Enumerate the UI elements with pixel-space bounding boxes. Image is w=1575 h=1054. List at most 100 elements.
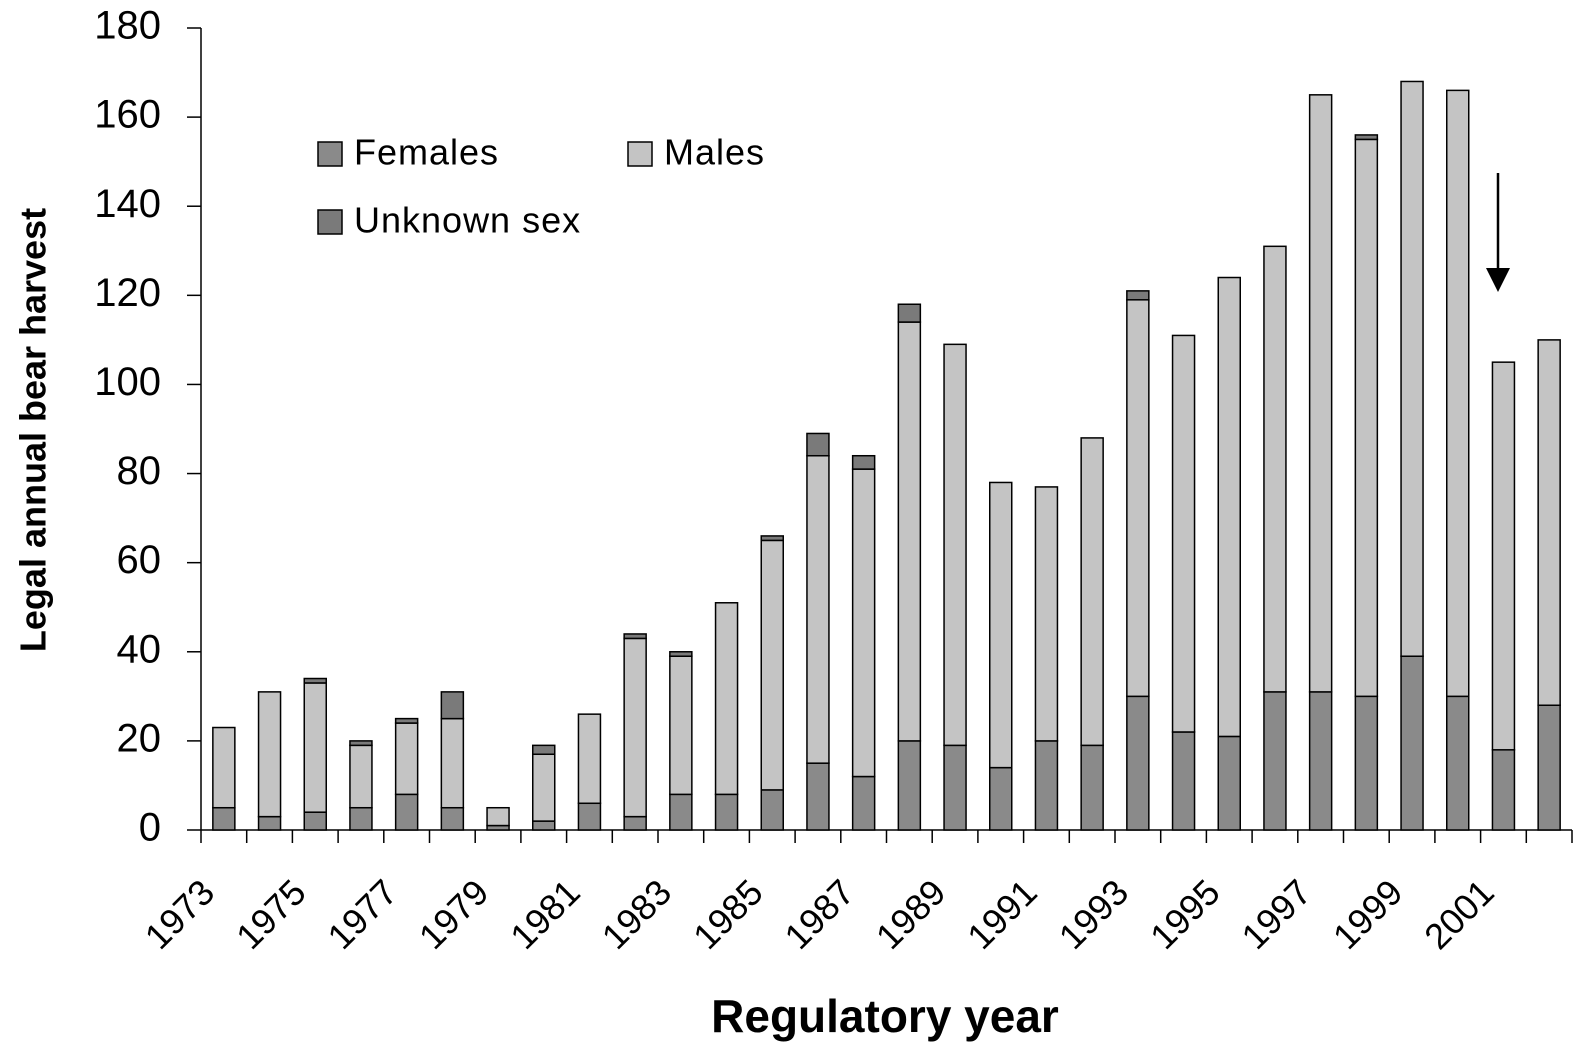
y-tick-label: 160 — [94, 93, 161, 137]
bar-segment — [1126, 290, 1150, 301]
bar-segment — [1537, 704, 1561, 831]
bar-segment — [212, 726, 236, 809]
legend-label: Males — [664, 132, 765, 173]
y-tick-label: 100 — [94, 360, 161, 404]
bar-segment — [1171, 731, 1196, 831]
bar-segment — [669, 655, 693, 796]
bar-segment — [1354, 134, 1379, 141]
bar-segment — [1080, 437, 1104, 747]
bar-segment — [532, 744, 556, 756]
bar-segment — [760, 539, 784, 791]
bar-segment — [303, 677, 327, 684]
bar-segment — [943, 343, 967, 747]
bar-segment — [1263, 245, 1287, 693]
x-tick-label: 1991 — [959, 871, 1045, 957]
legend-label: Unknown sex — [354, 200, 581, 241]
bar-segment — [943, 744, 967, 831]
bar-segment — [1080, 744, 1104, 831]
bar-segment — [1537, 339, 1561, 706]
bar-segment — [1491, 749, 1516, 831]
bar-segment — [394, 717, 419, 724]
bar-segment — [1354, 138, 1379, 698]
x-tick-label: 1981 — [502, 871, 588, 957]
legend-swatch — [317, 141, 343, 167]
bar-segment — [303, 811, 327, 831]
bar-segment — [394, 793, 419, 831]
bar-segment — [806, 762, 830, 831]
x-tick-label: 1975 — [228, 871, 314, 957]
bar-segment — [212, 806, 236, 831]
bar-segment — [851, 454, 876, 470]
bar-segment — [714, 793, 739, 831]
legend-swatch — [317, 209, 343, 235]
bar-segment — [1126, 695, 1150, 831]
bar-segment — [440, 717, 465, 809]
x-tick-label: 1983 — [594, 871, 680, 957]
x-tick-label: 1995 — [1142, 871, 1228, 957]
bar-segment — [1446, 89, 1470, 698]
x-tick-label: 1993 — [1051, 871, 1137, 957]
bar-segment — [257, 815, 282, 831]
bar-segment — [532, 753, 556, 822]
bar-segment — [577, 713, 602, 805]
legend-swatch — [627, 141, 653, 167]
bar-segment — [1126, 299, 1150, 698]
legend-label: Females — [354, 132, 499, 173]
bar-segment — [623, 815, 647, 831]
x-tick-label: 1973 — [137, 871, 223, 957]
y-tick-label: 20 — [117, 716, 162, 760]
bar-segment — [851, 775, 876, 831]
y-tick-label: 60 — [117, 538, 162, 582]
arrow — [1486, 173, 1510, 292]
y-tick-label: 140 — [94, 182, 161, 226]
bar-segment — [760, 535, 784, 542]
bar-segment — [1308, 691, 1333, 831]
x-axis-title: Regulatory year — [711, 990, 1059, 1042]
bar-segment — [440, 691, 465, 720]
bar-segment — [1034, 486, 1059, 742]
bar-segment — [303, 682, 327, 813]
y-tick-label: 40 — [117, 627, 162, 671]
bar-segment — [806, 454, 830, 764]
bar-segment — [1217, 735, 1241, 831]
y-tick-label: 0 — [139, 806, 161, 850]
bar-segment — [897, 740, 922, 831]
bar-segment — [897, 321, 922, 742]
x-tick-label: 2001 — [1416, 871, 1502, 957]
bar-segment — [669, 793, 693, 831]
y-tick-label: 80 — [117, 449, 162, 493]
bar-segment — [1446, 695, 1470, 831]
bar-segment — [1034, 740, 1059, 831]
bar-segment — [714, 602, 739, 796]
y-tick-label: 120 — [94, 271, 161, 315]
x-tick-label: 1977 — [319, 871, 405, 957]
bar-segment — [669, 651, 693, 657]
bar-segment — [989, 481, 1013, 769]
bar-segment — [577, 802, 602, 831]
bar-segment — [486, 806, 510, 827]
x-tick-label: 1997 — [1233, 871, 1319, 957]
bar-segment — [851, 468, 876, 778]
bar-segment — [1308, 94, 1333, 693]
bar-segment — [989, 766, 1013, 831]
x-tick-label: 1979 — [411, 871, 497, 957]
bar-segment — [760, 789, 784, 831]
bar-segment — [1171, 334, 1196, 733]
bar-segment — [532, 820, 556, 831]
x-tick-label: 1989 — [868, 871, 954, 957]
x-tick-label: 1999 — [1325, 871, 1411, 957]
x-tick-label: 1985 — [685, 871, 771, 957]
y-tick-label: 180 — [94, 4, 161, 48]
bar-segment — [349, 740, 373, 747]
x-tick-label: 1987 — [776, 871, 862, 957]
bar-segment — [806, 432, 830, 457]
bar-segment — [349, 744, 373, 809]
bar-segment — [440, 806, 465, 831]
bar-segment — [1491, 361, 1516, 751]
bar-segment — [394, 722, 419, 796]
bar-segment — [1217, 276, 1241, 738]
bar-segment — [1400, 655, 1424, 831]
bar-segment — [257, 691, 282, 818]
